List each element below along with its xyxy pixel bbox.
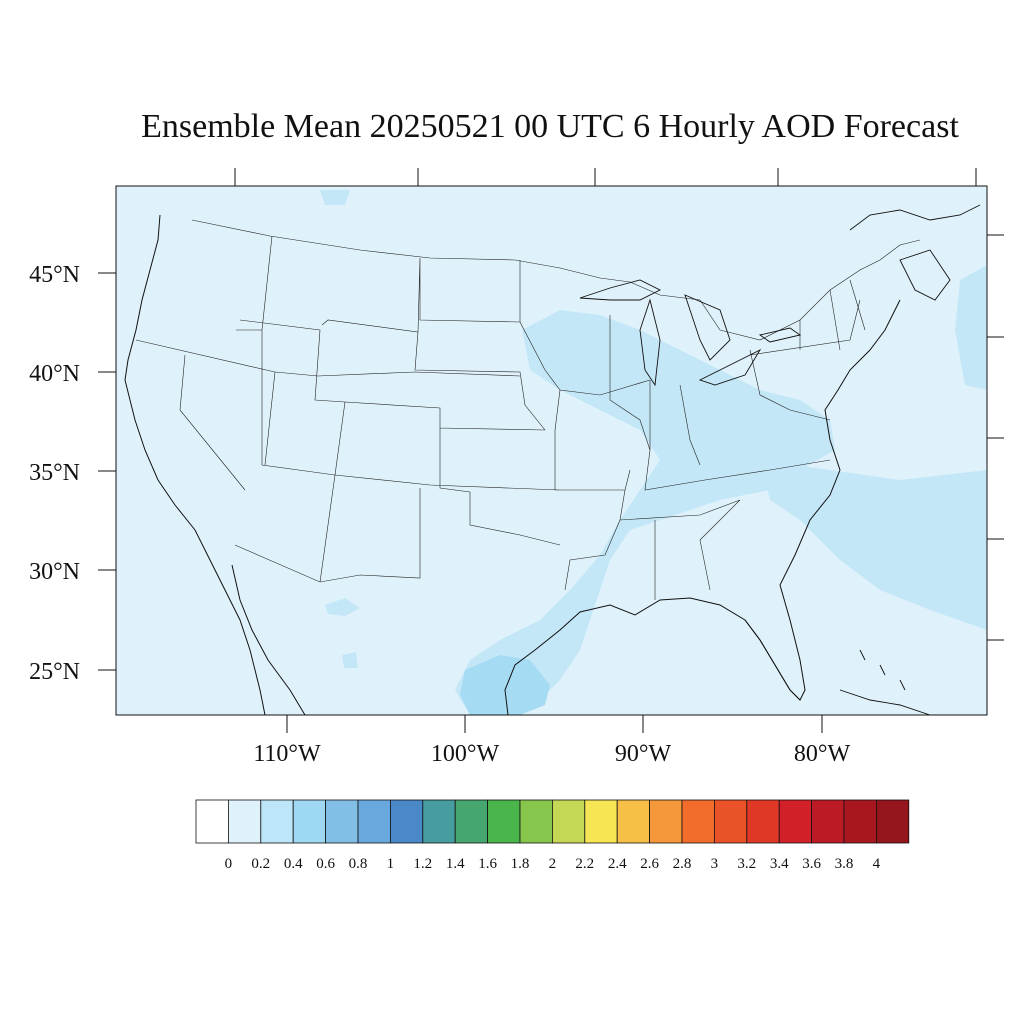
lat-label-35: 35°N xyxy=(29,460,80,486)
lat-label-45: 45°N xyxy=(29,262,80,288)
colorbar-swatch xyxy=(487,799,521,844)
colorbar-label: 3.4 xyxy=(770,856,789,872)
right-ticks xyxy=(987,234,1004,641)
aod-band-midwest xyxy=(455,310,835,715)
colorbar-swatch xyxy=(649,799,683,844)
colorbar-swatch xyxy=(454,799,489,844)
aod-band-northeast xyxy=(955,265,987,390)
lat-label-25: 25°N xyxy=(29,659,80,685)
colorbar-label: 1.2 xyxy=(413,856,432,872)
lon-label-110: 110°W xyxy=(253,741,321,767)
colorbar-swatch xyxy=(292,799,327,844)
colorbar-label: 1 xyxy=(387,856,395,872)
colorbar-swatch xyxy=(584,799,618,844)
colorbar-label: 0.2 xyxy=(251,856,270,872)
left-ticks xyxy=(98,272,116,671)
colorbar-label: 1.8 xyxy=(511,856,530,872)
colorbar-label: 0 xyxy=(225,856,233,872)
canada-coast xyxy=(849,204,981,301)
colorbar-swatch xyxy=(811,799,845,844)
colorbar: 0 0.2 0.4 0.6 0.8 1 1.2 1.4 1.6 1.8 2 2.2 2.4 2.6 2.8 3… xyxy=(195,799,910,872)
aod-band-gulf-high xyxy=(460,655,550,715)
colorbar-swatch xyxy=(778,799,813,844)
colorbar-label: 4 xyxy=(873,856,881,872)
map-frame xyxy=(115,185,988,716)
colorbar-swatch xyxy=(195,799,229,844)
colorbar-swatch xyxy=(357,799,391,844)
colorbar-swatch xyxy=(519,799,553,844)
state-boundaries xyxy=(124,204,981,715)
colorbar-label: 0.6 xyxy=(316,856,335,872)
colorbar-swatch xyxy=(746,799,780,844)
colorbar-swatch xyxy=(227,799,262,844)
colorbar-label: 3 xyxy=(711,856,719,872)
colorbar-label: 3.8 xyxy=(835,856,854,872)
colorbar-label: 2.4 xyxy=(608,856,627,872)
coastline-west xyxy=(124,214,266,715)
colorbar-label: 3.6 xyxy=(802,856,821,872)
aod-band-north xyxy=(320,190,350,205)
aod-band-mexico xyxy=(325,598,360,668)
map-title: Ensemble Mean 20250521 00 UTC 6 Hourly A… xyxy=(141,108,959,145)
lat-label-30: 30°N xyxy=(29,559,80,585)
florida-outline xyxy=(744,619,801,701)
lon-label-80: 80°W xyxy=(794,741,851,767)
lon-label-90: 90°W xyxy=(615,741,672,767)
bottom-ticks xyxy=(286,715,823,733)
colorbar-swatch xyxy=(714,799,748,844)
colorbar-label: 0.4 xyxy=(284,856,303,872)
colorbar-swatch xyxy=(260,799,294,844)
colorbar-swatch xyxy=(325,799,359,844)
colorbar-label: 0.8 xyxy=(349,856,368,872)
colorbar-label: 2.2 xyxy=(575,856,594,872)
colorbar-label: 1.4 xyxy=(446,856,465,872)
colorbar-swatch xyxy=(389,799,424,844)
aod-band-atlantic xyxy=(760,460,987,630)
us-canada-border xyxy=(191,219,921,341)
colorbar-label: 2.8 xyxy=(673,856,692,872)
colorbar-label: 2 xyxy=(549,856,557,872)
lat-label-40: 40°N xyxy=(29,361,80,387)
aod-field xyxy=(116,186,987,715)
colorbar-swatch xyxy=(843,799,877,844)
great-lakes xyxy=(579,279,802,387)
colorbar-label: 1.6 xyxy=(478,856,497,872)
colorbar-swatch xyxy=(422,799,456,844)
colorbar-swatch xyxy=(876,799,910,844)
colorbar-swatch xyxy=(552,799,586,844)
caribbean-islands xyxy=(839,649,931,715)
colorbar-label: 3.2 xyxy=(737,856,756,872)
baja-coast xyxy=(231,564,306,715)
colorbar-label: 2.6 xyxy=(640,856,659,872)
state-lines xyxy=(135,235,866,600)
top-ticks xyxy=(234,168,977,186)
colorbar-swatch xyxy=(681,799,715,844)
lon-label-100: 100°W xyxy=(431,741,500,767)
colorbar-swatch xyxy=(616,799,651,844)
